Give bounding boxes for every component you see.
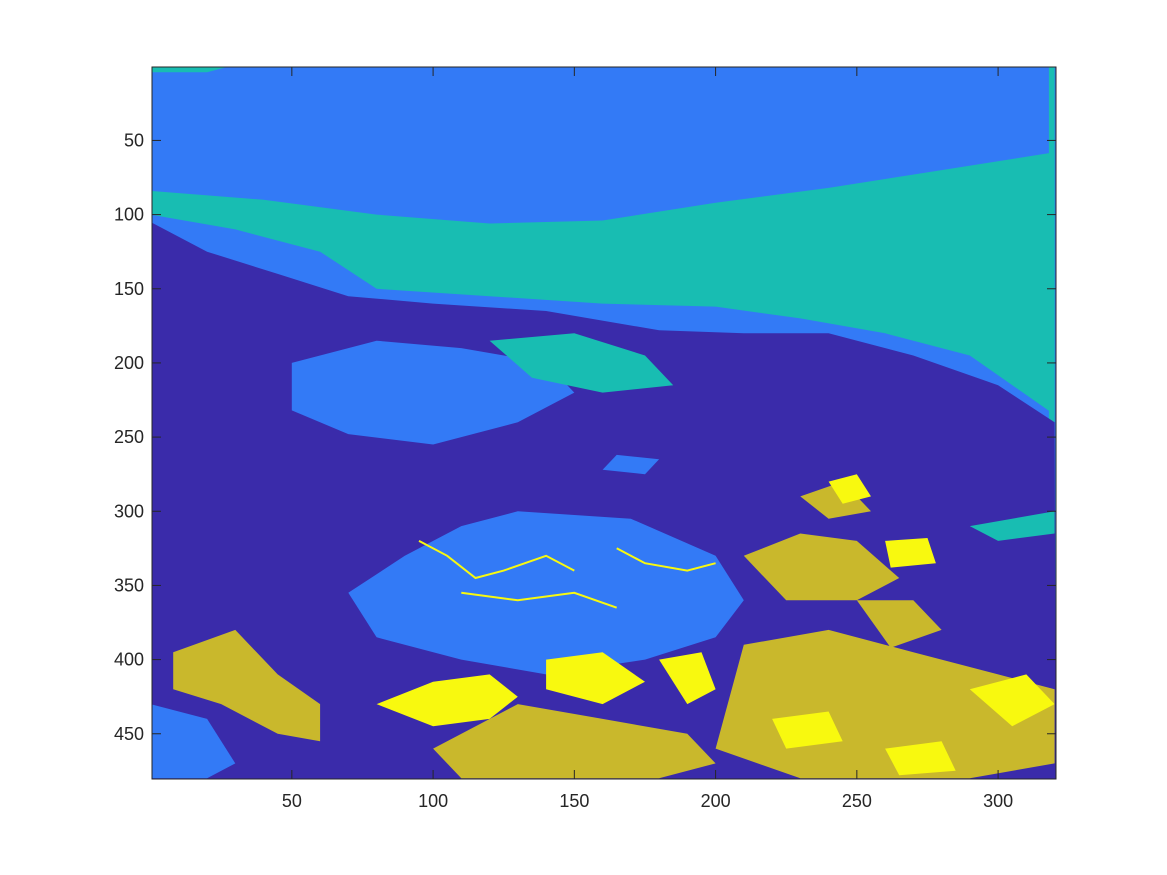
- y-tick-label: 250: [114, 427, 144, 447]
- region-mustard-blob: [433, 704, 716, 779]
- region-yellow-blob: [969, 674, 1055, 727]
- x-tick-label: 200: [701, 791, 731, 811]
- region-yellow-trace: [418, 540, 575, 580]
- region-yellow-blob: [376, 674, 518, 727]
- y-tick-label: 150: [114, 279, 144, 299]
- x-tick-label: 300: [983, 791, 1013, 811]
- y-tick-label: 300: [114, 501, 144, 521]
- y-axis: 50 100 150 200 250 300 350 400 450: [114, 130, 1056, 744]
- region-light-lobe: [602, 454, 660, 475]
- y-tick-label: 350: [114, 575, 144, 595]
- region-light-lobe: [291, 340, 575, 445]
- region-yellow-trace: [461, 591, 618, 609]
- axes-frame: [151, 66, 1057, 780]
- region-yellow-blob: [546, 652, 645, 705]
- region-mustard-blob: [173, 629, 321, 742]
- region-teal-right: [969, 511, 1055, 541]
- y-tick-label: 400: [114, 650, 144, 670]
- region-yellow-blob: [885, 538, 936, 568]
- x-axis: 50 100 150 200 250 300: [282, 67, 1013, 811]
- region-yellow-blob: [828, 474, 871, 504]
- region-mustard-blob: [856, 600, 942, 648]
- y-tick-label: 50: [124, 130, 144, 150]
- x-tick-label: 150: [559, 791, 589, 811]
- y-tick-label: 450: [114, 724, 144, 744]
- region-mustard-blob: [800, 481, 871, 519]
- y-tick-label: 200: [114, 353, 144, 373]
- region-yellow-trace: [616, 547, 716, 572]
- region-mustard-blob: [743, 533, 900, 601]
- x-tick-label: 250: [842, 791, 872, 811]
- y-tick-label: 100: [114, 205, 144, 225]
- region-light-lobe: [348, 511, 744, 675]
- plot-area: [152, 67, 1056, 779]
- region-yellow-blob: [659, 652, 716, 705]
- x-tick-label: 100: [418, 791, 448, 811]
- region-teal-mid: [489, 333, 674, 393]
- region-teal-patch: [152, 67, 228, 73]
- region-teal-edge: [1048, 67, 1055, 423]
- x-tick-label: 50: [282, 791, 302, 811]
- region-yellow-blob: [772, 711, 843, 749]
- region-yellow-blob: [885, 741, 956, 776]
- region-light-lobe: [152, 704, 236, 779]
- region-teal-band: [152, 152, 1055, 415]
